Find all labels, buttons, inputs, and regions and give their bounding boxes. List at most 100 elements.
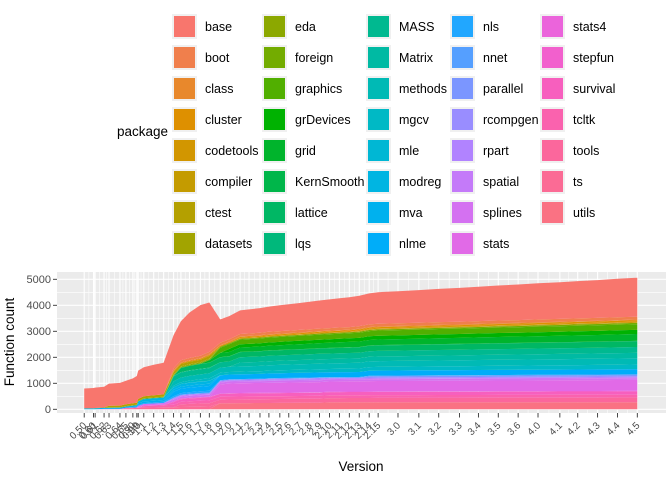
legend-item-spatial: spatial [450, 169, 519, 194]
legend-label: grid [295, 143, 316, 158]
legend-swatch-survival [542, 78, 563, 99]
area-nlme [84, 369, 638, 410]
legend-swatch-utils [542, 202, 563, 223]
legend-swatch-tools [542, 140, 563, 161]
legend-label: compiler [205, 174, 253, 189]
legend-swatch-splines [452, 202, 473, 223]
legend-label: eda [295, 19, 316, 34]
legend-item-mva: mva [366, 200, 423, 225]
legend-key [172, 169, 197, 194]
area-series [84, 277, 638, 410]
legend-swatch-nnet [452, 47, 473, 68]
legend-label: tcltk [573, 112, 596, 127]
legend-item-foreign: foreign [262, 45, 333, 70]
legend-swatch-codetools [174, 140, 195, 161]
legend-label: methods [399, 81, 447, 96]
legend-swatch-stepfun [542, 47, 563, 68]
x-tick-label: 4.0 [526, 420, 544, 438]
legend-swatch-mva [368, 202, 389, 223]
legend-item-modreg: modreg [366, 169, 441, 194]
legend-item-class: class [172, 76, 233, 101]
legend-key [540, 76, 565, 101]
legend-item-tools: tools [540, 138, 599, 163]
legend-key [540, 200, 565, 225]
legend-item-KernSmooth: KernSmooth [262, 169, 364, 194]
legend-swatch-mle [368, 140, 389, 161]
legend-item-grid: grid [262, 138, 316, 163]
legend-swatch-modreg [368, 171, 389, 192]
legend-item-compiler: compiler [172, 169, 252, 194]
legend-key [366, 107, 391, 132]
legend-label: nls [483, 19, 499, 34]
legend-key [262, 76, 287, 101]
y-tick-label: 5000 [27, 274, 51, 286]
area-splines [84, 378, 638, 410]
legend-swatch-compiler [174, 171, 195, 192]
legend-key [366, 138, 391, 163]
area-grid [84, 334, 638, 409]
legend-label: MASS [399, 19, 435, 34]
legend-key [172, 76, 197, 101]
legend-key [262, 107, 287, 132]
y-tick-label: 3000 [27, 326, 51, 338]
legend-label: codetools [205, 143, 259, 158]
legend-item-datasets: datasets [172, 231, 252, 256]
area-nls [84, 374, 638, 410]
x-tick-label: 4.3 [585, 420, 603, 438]
legend-swatch-eda [264, 16, 285, 37]
legend-item-utils: utils [540, 200, 595, 225]
legend-label: base [205, 19, 233, 34]
x-tick-label: 4.1 [547, 420, 565, 438]
legend-key [540, 14, 565, 39]
legend-key [540, 45, 565, 70]
legend-label: KernSmooth [295, 174, 365, 189]
legend-label: parallel [483, 81, 524, 96]
legend-key [262, 45, 287, 70]
legend-label: stepfun [573, 50, 615, 65]
legend-label: tools [573, 143, 600, 158]
legend-key [450, 45, 475, 70]
legend-key [262, 138, 287, 163]
legend-swatch-MASS [368, 16, 389, 37]
legend-key [366, 200, 391, 225]
legend-key [450, 169, 475, 194]
legend-swatch-parallel [452, 78, 473, 99]
legend-item-splines: splines [450, 200, 522, 225]
y-tick-label: 0 [45, 404, 51, 416]
legend-item-boot: boot [172, 45, 229, 70]
legend-label: rcompgen [483, 112, 539, 127]
legend-key [262, 169, 287, 194]
area-stats [84, 379, 638, 410]
legend-swatch-KernSmooth [264, 171, 285, 192]
legend-swatch-class [174, 78, 195, 99]
legend-swatch-stats [452, 233, 473, 254]
legend-key [450, 107, 475, 132]
legend-label: stats4 [573, 19, 607, 34]
legend-label: rpart [483, 143, 509, 158]
legend-label: nlme [399, 236, 427, 251]
area-methods [84, 358, 638, 409]
legend-item-nls: nls [450, 14, 499, 39]
legend-item-cluster: cluster [172, 107, 242, 132]
x-tick-label: 4.4 [605, 420, 623, 438]
legend-swatch-grDevices [264, 109, 285, 130]
legend-key [540, 169, 565, 194]
legend-item-MASS: MASS [366, 14, 434, 39]
legend-label: cluster [205, 112, 242, 127]
legend-swatch-tcltk [542, 109, 563, 130]
legend-item-base: base [172, 14, 232, 39]
legend-label: utils [573, 205, 596, 220]
area-ctest [84, 322, 638, 409]
x-tick-label: 4.2 [565, 420, 583, 438]
legend-item-survival: survival [540, 76, 615, 101]
legend-item-lattice: lattice [262, 200, 328, 225]
legend-key [450, 231, 475, 256]
legend-key [450, 76, 475, 101]
legend-item-stats: stats [450, 231, 509, 256]
legend-item-nnet: nnet [450, 45, 507, 70]
legend-label: foreign [295, 50, 334, 65]
area-base [84, 277, 638, 409]
legend-swatch-datasets [174, 233, 195, 254]
legend-key [450, 200, 475, 225]
